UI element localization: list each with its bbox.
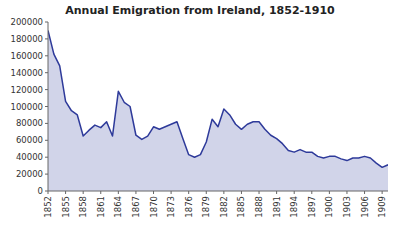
area-line [48, 30, 388, 167]
y-tick-label: 60000 [16, 135, 43, 145]
x-tick-label: 1897 [307, 196, 317, 218]
x-tick-label: 1888 [254, 196, 264, 218]
x-tick [276, 191, 277, 194]
x-tick [223, 191, 224, 194]
x-tick-label: 1852 [43, 196, 53, 218]
x-tick-label: 1891 [272, 196, 282, 218]
y-tick-label: 200000 [11, 17, 43, 27]
x-tick [100, 191, 101, 194]
y-tick-label: 160000 [11, 51, 43, 61]
chart: Annual Emigration from Ireland, 1852-191… [0, 0, 400, 225]
x-tick [65, 191, 66, 194]
y-tick [45, 174, 48, 175]
x-tick-label: 1876 [184, 196, 194, 218]
x-tick [206, 191, 207, 194]
y-tick-label: 40000 [16, 152, 43, 162]
x-tick [48, 191, 49, 194]
y-tick [45, 106, 48, 107]
y-tick-label: 140000 [11, 68, 43, 78]
x-tick [188, 191, 189, 194]
x-tick-label: 1858 [78, 196, 88, 218]
y-tick-label: 20000 [16, 169, 43, 179]
x-axis-line [48, 191, 388, 192]
title: Annual Emigration from Ireland, 1852-191… [65, 4, 335, 17]
x-tick-label: 1879 [201, 196, 211, 218]
x-tick-label: 1894 [289, 196, 299, 218]
y-tick-label: 100000 [11, 102, 43, 112]
x-tick-label: 1861 [96, 196, 106, 218]
x-tick [153, 191, 154, 194]
y-tick [45, 72, 48, 73]
x-tick-label: 1906 [360, 196, 370, 218]
x-tick [259, 191, 260, 194]
x-tick-label: 1864 [113, 196, 123, 218]
x-tick-label: 1900 [324, 196, 334, 218]
x-tick [294, 191, 295, 194]
x-tick [346, 191, 347, 194]
x-tick [135, 191, 136, 194]
x-tick-label: 1882 [219, 196, 229, 218]
x-tick-label: 1855 [61, 196, 71, 218]
y-tick-label: 80000 [16, 118, 43, 128]
x-tick [241, 191, 242, 194]
x-tick [329, 191, 330, 194]
x-tick-label: 1867 [131, 196, 141, 218]
x-tick [118, 191, 119, 194]
y-tick [45, 38, 48, 39]
x-tick [83, 191, 84, 194]
y-tick-label: 0 [38, 186, 43, 196]
area-fill [48, 30, 388, 191]
x-tick [364, 191, 365, 194]
y-tick [45, 89, 48, 90]
y-tick [45, 123, 48, 124]
x-tick-label: 1870 [149, 196, 159, 218]
y-tick [45, 140, 48, 141]
x-tick [171, 191, 172, 194]
x-tick [311, 191, 312, 194]
y-tick-label: 120000 [11, 85, 43, 95]
plot-area [48, 30, 388, 191]
y-tick [45, 157, 48, 158]
x-tick-label: 1885 [236, 196, 246, 218]
x-tick-label: 1909 [377, 196, 387, 218]
x-tick-label: 1873 [166, 196, 176, 218]
x-tick [382, 191, 383, 194]
y-tick-label: 180000 [11, 34, 43, 44]
y-tick [45, 22, 48, 23]
x-tick-label: 1903 [342, 196, 352, 218]
y-tick [45, 55, 48, 56]
